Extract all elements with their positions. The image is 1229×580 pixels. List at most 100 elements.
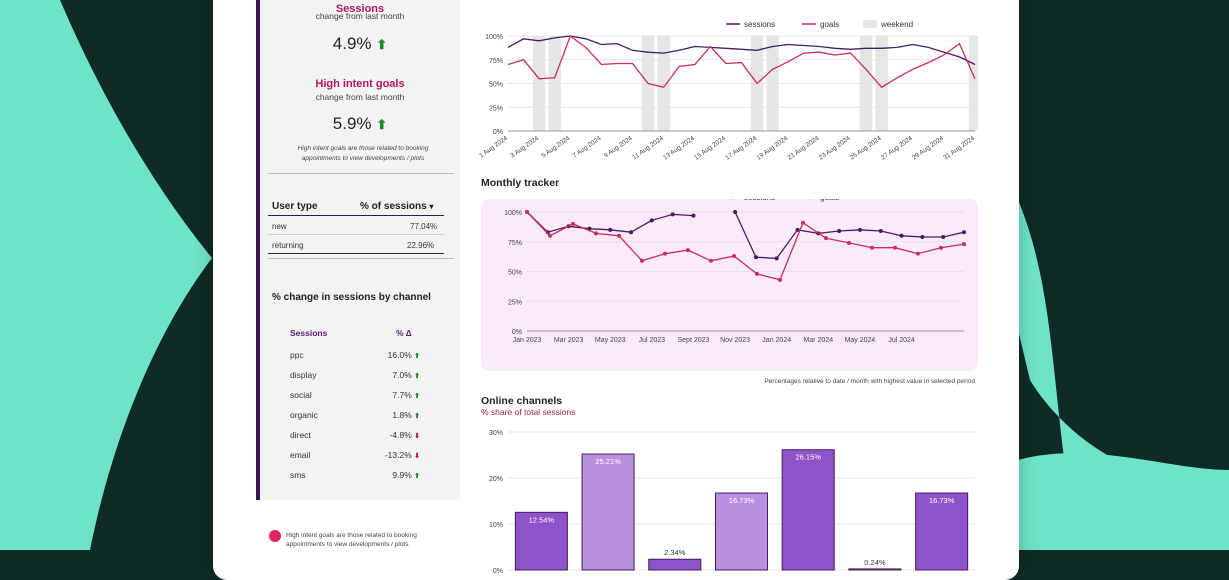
channel-change-value: 1.8% ⬆: [360, 410, 420, 420]
data-point-sessions: [671, 212, 675, 216]
channel-change-value: 7.7% ⬆: [360, 390, 420, 400]
channel-name: direct: [290, 430, 311, 440]
data-point-sessions: [608, 228, 612, 232]
channel-change-value: 7.0% ⬆: [360, 370, 420, 380]
x-tick-label: 21 Aug 2024: [787, 135, 821, 162]
info-dot-icon: [269, 530, 281, 542]
x-tick-label: 3 Aug 2024: [509, 135, 540, 160]
channel-name: email: [290, 450, 310, 460]
goals-kpi-title: High intent goals: [260, 78, 460, 90]
x-tick-label: 27 Aug 2024: [880, 135, 914, 162]
arrow-down-icon: ⬇: [414, 433, 420, 440]
x-tick-label: May 2023: [595, 337, 626, 344]
bar-direct: [782, 450, 834, 570]
data-point-sessions: [691, 214, 695, 218]
data-point-sessions: [775, 256, 779, 260]
bar-value-label: 12.54%: [529, 515, 555, 524]
user-type-header: User type: [272, 201, 318, 212]
series-line-sessions: [527, 212, 964, 258]
channel-change-number: -4.8%: [390, 430, 415, 440]
data-point-sessions: [879, 229, 883, 233]
data-point-goals: [916, 252, 920, 256]
arrow-up-icon: ⬆: [414, 413, 420, 420]
y-tick-label: 75%: [489, 58, 503, 65]
user-type-new-pct: 77.04%: [410, 222, 437, 231]
x-tick-label: 5 Aug 2024: [540, 135, 571, 160]
legend-label: weekend: [880, 20, 913, 29]
goals-kpi-value: 5.9% ⬆: [260, 114, 460, 134]
channel-change-title: % change in sessions by channel: [272, 292, 431, 303]
user-type-new: new: [272, 222, 287, 231]
sessions-kpi-number: 4.9%: [333, 34, 372, 53]
sidebar-divider: [268, 258, 454, 259]
online-channels-subtitle: % share of total sessions: [481, 407, 576, 417]
sessions-pct-header-label: % of sessions: [360, 201, 427, 212]
data-point-goals: [640, 259, 644, 263]
x-tick-label: 23 Aug 2024: [818, 135, 852, 162]
kpi-sidebar: Sessions change from last month 4.9% ⬆ H…: [256, 0, 460, 500]
data-point-goals: [709, 259, 713, 263]
data-point-goals: [893, 246, 897, 250]
channel-name: sms: [290, 470, 306, 480]
sort-down-icon[interactable]: ▾: [429, 202, 433, 211]
y-tick-label: 75%: [508, 240, 522, 247]
channel-name: organic: [290, 410, 318, 420]
data-point-goals: [617, 234, 621, 238]
x-tick-label: 13 Aug 2024: [662, 135, 696, 162]
x-tick-label: Jul 2023: [639, 337, 666, 344]
y-tick-label: 25%: [489, 105, 503, 112]
data-point-goals: [801, 221, 805, 225]
arrow-up-icon: ⬆: [414, 373, 420, 380]
x-tick-label: 11 Aug 2024: [631, 135, 665, 162]
x-tick-label: 29 Aug 2024: [911, 135, 945, 162]
data-point-sessions: [900, 234, 904, 238]
x-tick-label: 9 Aug 2024: [603, 135, 634, 160]
data-point-goals: [525, 210, 529, 214]
data-point-sessions: [941, 235, 945, 239]
x-tick-label: 19 Aug 2024: [755, 135, 789, 162]
bar-social: [649, 559, 701, 570]
y-tick-label: 30%: [489, 430, 503, 437]
y-tick-label: 0%: [493, 568, 503, 575]
x-tick-label: 7 Aug 2024: [572, 135, 603, 160]
monthly-tracker-title: Monthly tracker: [481, 177, 559, 189]
x-tick-label: 31 Aug 2024: [942, 135, 976, 162]
y-tick-label: 0%: [493, 129, 503, 136]
channel-change-number: 1.8%: [392, 410, 414, 420]
y-tick-label: 50%: [489, 82, 503, 89]
data-point-sessions: [650, 218, 654, 222]
bar-value-label: 16.73%: [729, 496, 755, 505]
legend-label: sessions: [744, 20, 775, 29]
data-point-goals: [962, 242, 966, 246]
data-point-goals: [847, 241, 851, 245]
data-point-goals: [824, 236, 828, 240]
series-line-goals: [508, 36, 975, 87]
data-point-sessions: [837, 229, 841, 233]
teal-shape-right-lower: [1018, 453, 1229, 550]
x-tick-label: Nov 2023: [720, 337, 750, 344]
channel-change-number: -13.2%: [385, 450, 414, 460]
online-channels-title: Online channels: [481, 395, 562, 407]
sidebar-divider: [268, 173, 454, 174]
channel-change-number: 16.0%: [388, 350, 414, 360]
teal-shape-left: [0, 0, 212, 550]
channel-delta-header: % Δ: [396, 328, 412, 338]
legend-label: goals: [820, 199, 839, 202]
channel-name: display: [290, 370, 316, 380]
arrow-up-icon: ⬆: [376, 117, 387, 132]
channel-change-value: 9.9% ⬆: [360, 470, 420, 480]
y-tick-label: 10%: [489, 522, 503, 529]
legend-swatch-weekend: [863, 20, 877, 28]
data-point-goals: [663, 252, 667, 256]
data-point-sessions: [733, 210, 737, 214]
data-point-goals: [939, 246, 943, 250]
online-channels-bar-chart: 0%10%20%30%12.54%25.21%2.34%16.73%26.15%…: [478, 420, 978, 580]
channel-change-value: -4.8% ⬇: [360, 430, 420, 440]
x-tick-label: 25 Aug 2024: [849, 135, 883, 162]
bar-email: [849, 569, 901, 570]
y-tick-label: 0%: [512, 329, 522, 336]
sessions-pct-header[interactable]: % of sessions ▾: [360, 201, 434, 212]
goals-kpi-number: 5.9%: [333, 114, 372, 133]
goals-kpi-subtitle: change from last month: [260, 92, 460, 102]
data-point-goals: [686, 248, 690, 252]
